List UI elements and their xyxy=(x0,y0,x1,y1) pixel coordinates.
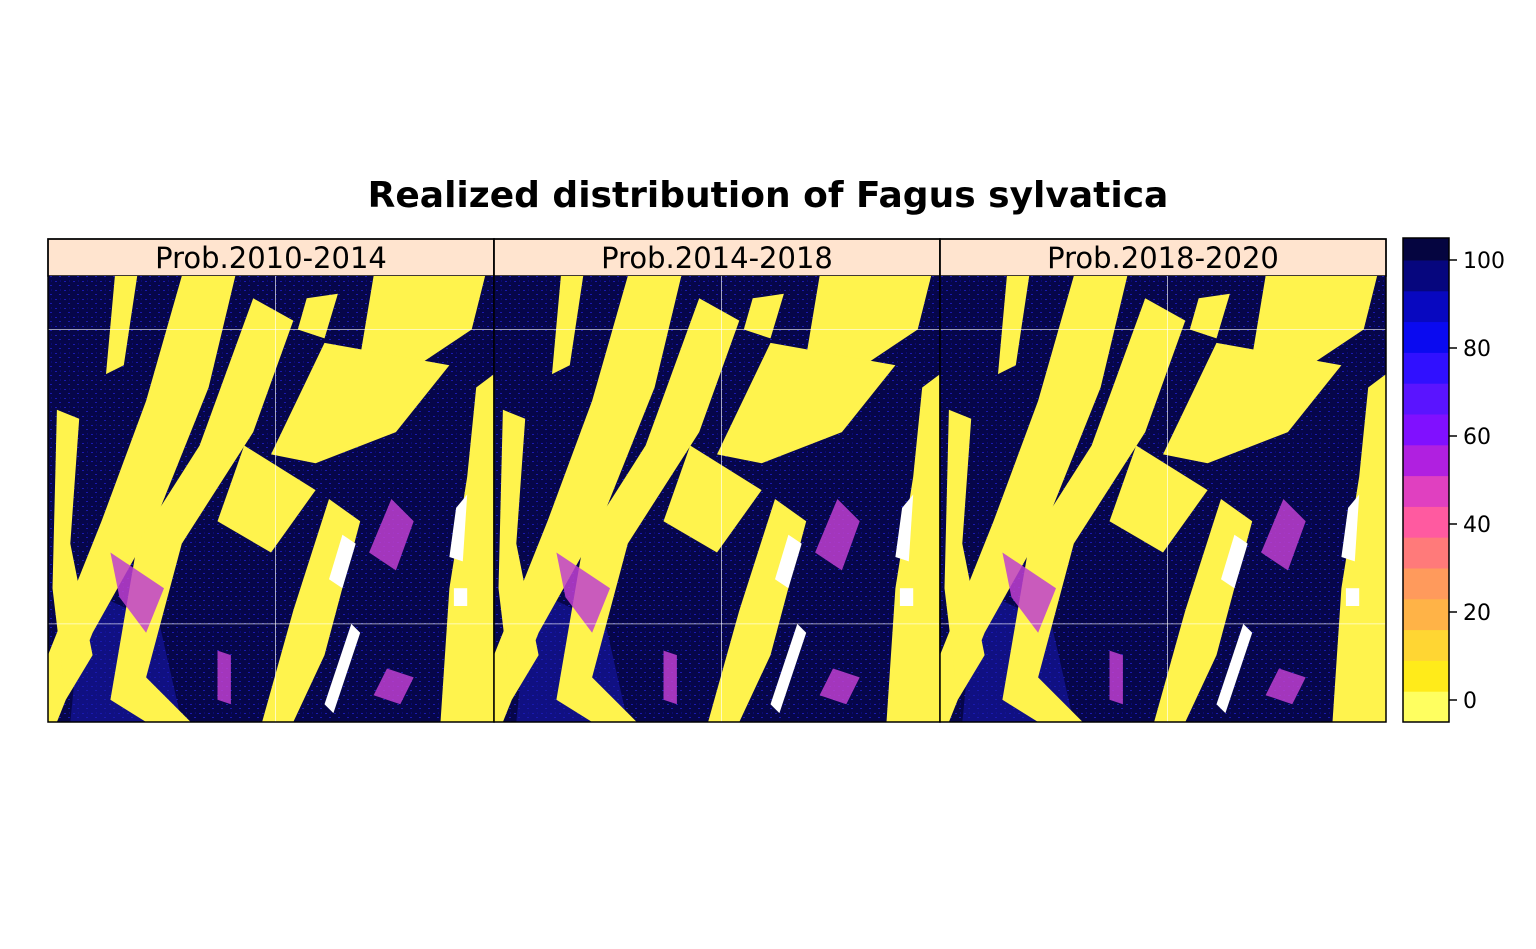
colorbar-bin-16 xyxy=(1403,238,1449,261)
colorbar-bin-13 xyxy=(1403,321,1449,353)
colorbar-bin-8 xyxy=(1403,475,1449,507)
colorbar-bin-15 xyxy=(1403,260,1449,292)
map-raster-2 xyxy=(494,276,940,722)
strip-label-1: Prob.2010-2014 xyxy=(155,241,387,275)
colorbar-bin-7 xyxy=(1403,506,1449,538)
colorbar-bin-4 xyxy=(1403,598,1449,631)
colorbar-bin-5 xyxy=(1403,568,1449,600)
map-raster-1 xyxy=(48,276,494,722)
colorbar-bin-3 xyxy=(1403,629,1449,661)
chart-title: Realized distribution of Fagus sylvatica xyxy=(368,175,1169,216)
colorbar-bin-2 xyxy=(1403,660,1449,692)
strip-2 xyxy=(493,238,941,277)
colorbar-tick-label-80: 80 xyxy=(1463,337,1491,362)
strip-label-3: Prob.2018-2020 xyxy=(1047,241,1279,275)
map-raster-3 xyxy=(940,276,1386,722)
colorbar-bin-6 xyxy=(1403,537,1449,569)
panel-border-3 xyxy=(939,238,1387,723)
colorbar-tick-label-20: 20 xyxy=(1463,601,1491,626)
colorbar-bin-9 xyxy=(1403,444,1449,477)
strip-1 xyxy=(47,238,495,277)
panels: Prob.2010-2014 Prob.2014-2018 Prob.2018-20… xyxy=(47,238,1387,723)
colorbar-bin-14 xyxy=(1403,290,1449,323)
panel-3: Prob.2018-2020 xyxy=(939,238,1387,723)
colorbar-tick-label-0: 0 xyxy=(1463,689,1477,714)
panel-1: Prob.2010-2014 xyxy=(47,238,495,723)
colorbar-tick-label-60: 60 xyxy=(1463,425,1491,450)
colorbar: 0 20 40 60 80 100 xyxy=(1402,237,1505,723)
colorbar-bin-11 xyxy=(1403,383,1449,415)
colorbar-bin-12 xyxy=(1403,352,1449,384)
colorbar-bin-1 xyxy=(1403,691,1449,723)
strip-label-2: Prob.2014-2018 xyxy=(601,241,833,275)
colorbar-bin-10 xyxy=(1403,414,1449,446)
colorbar-frame xyxy=(1402,237,1450,723)
colorbar-tick-label-40: 40 xyxy=(1463,513,1491,538)
panel-2: Prob.2014-2018 xyxy=(493,238,941,723)
colorbar-tick-label-100: 100 xyxy=(1463,249,1505,274)
